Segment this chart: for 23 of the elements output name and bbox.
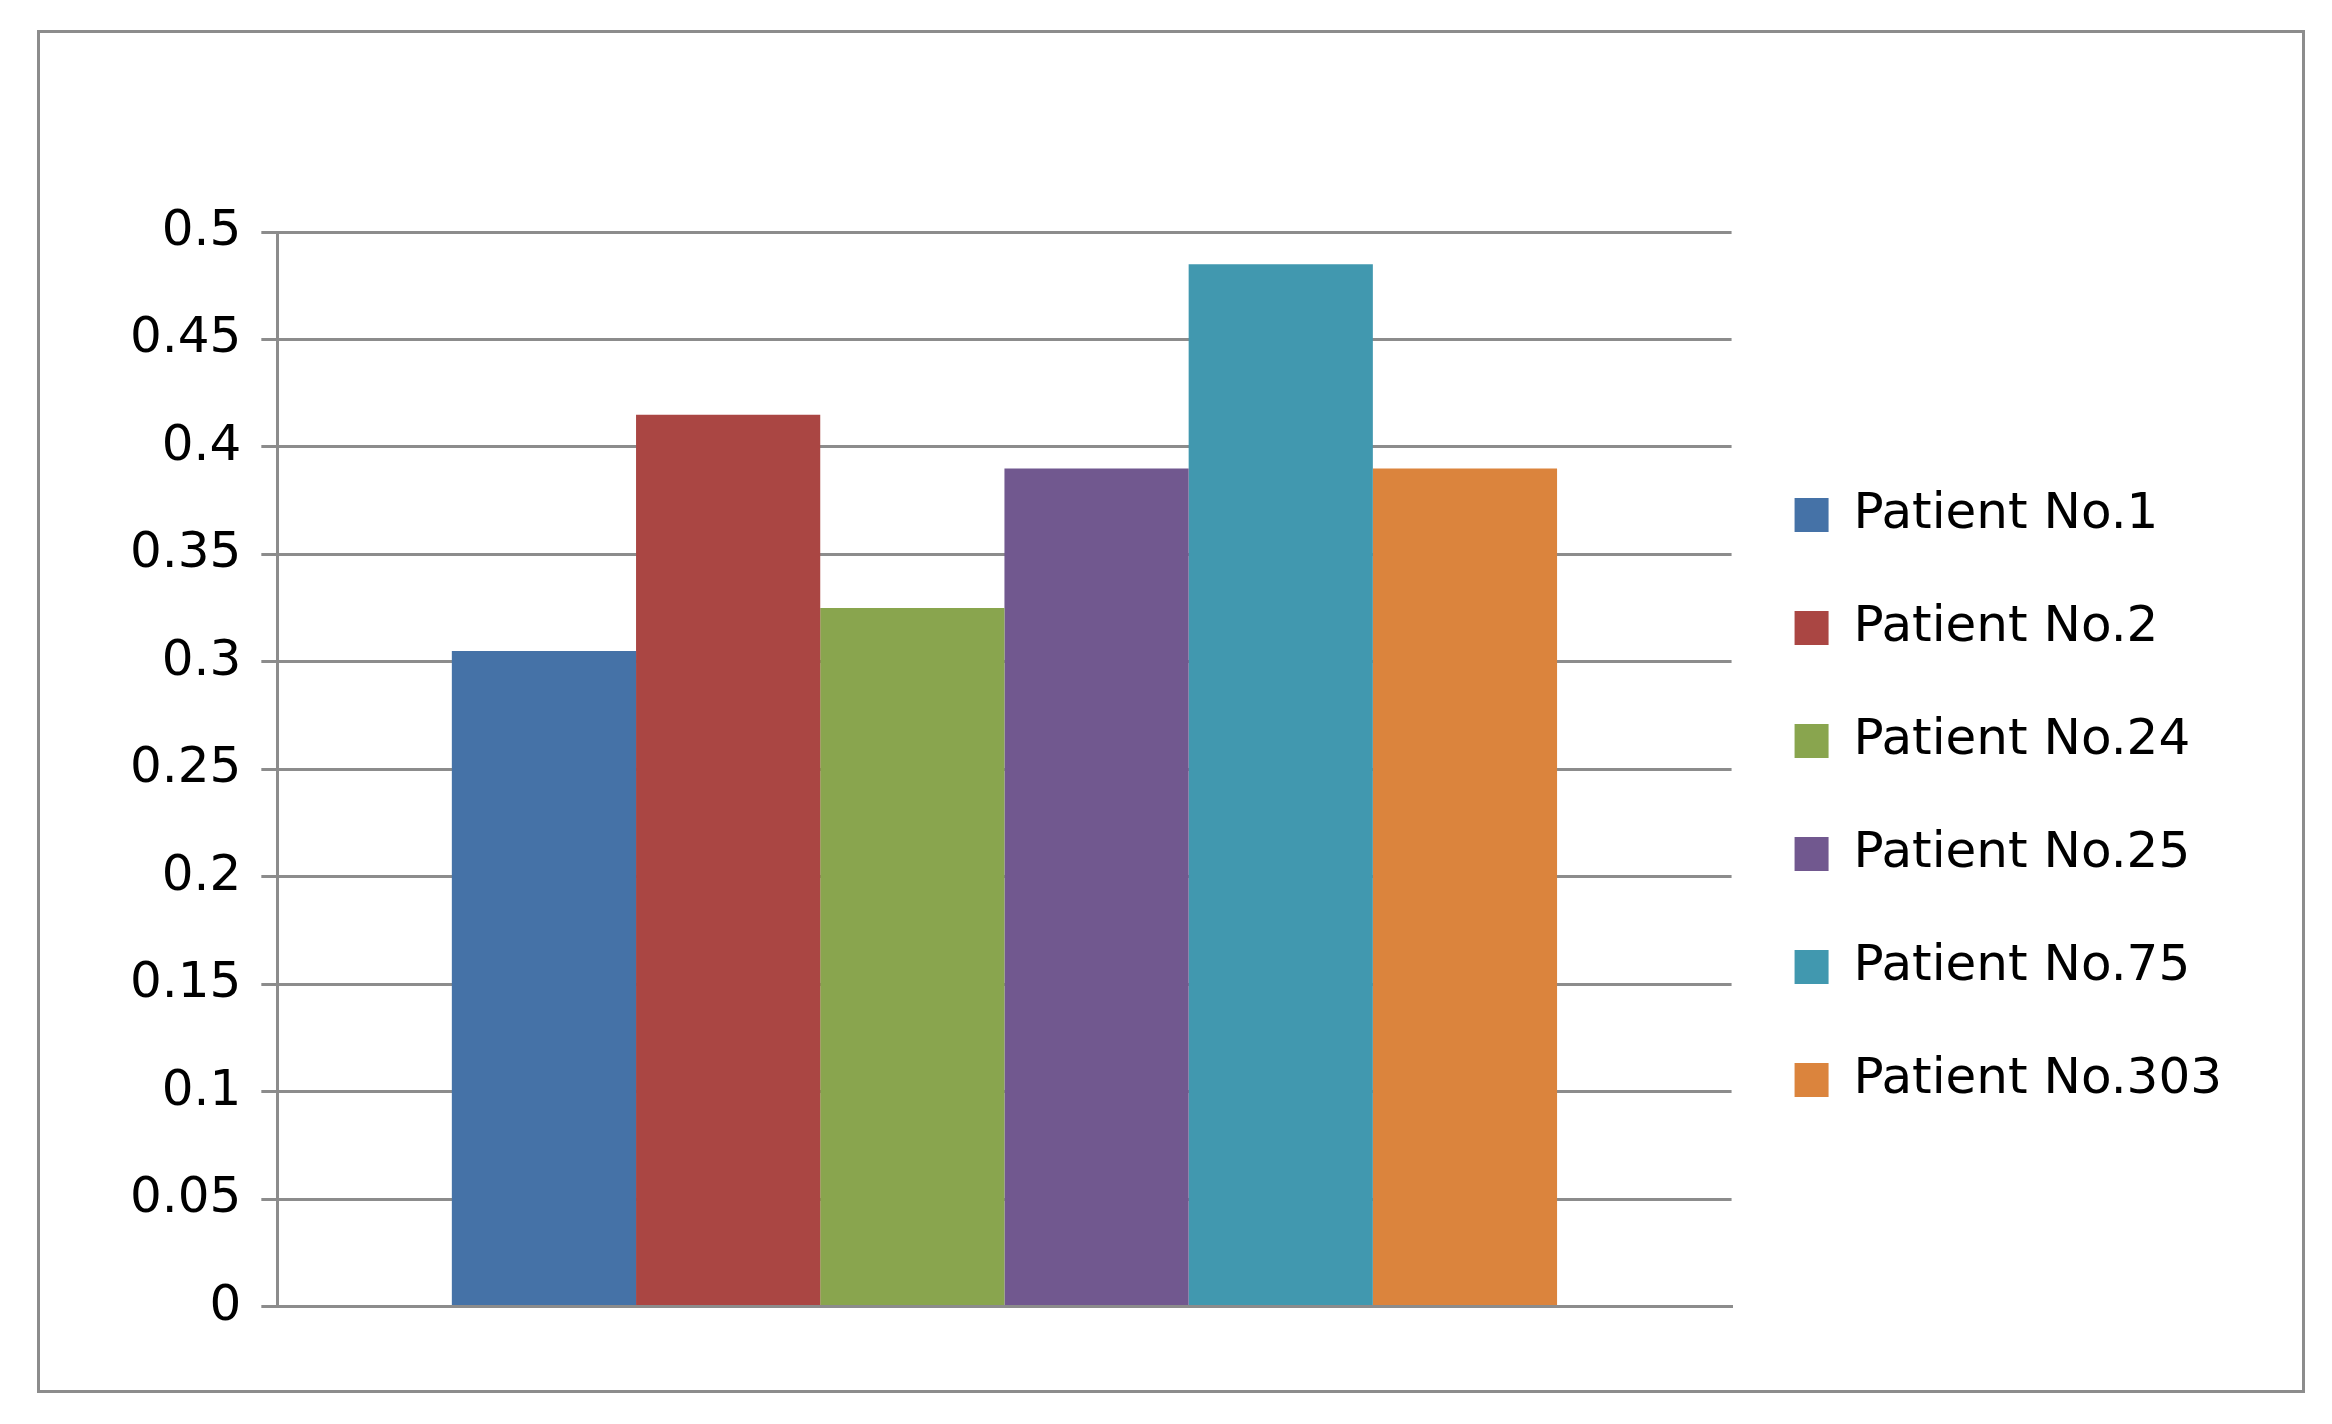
- bar: [1372, 468, 1558, 1306]
- y-tick-label: 0.2: [161, 843, 242, 902]
- legend-label: Patient No.1: [1853, 481, 2159, 540]
- bar: [451, 651, 637, 1306]
- y-tick-label: 0.15: [130, 951, 242, 1010]
- y-tick-label: 0.25: [130, 736, 242, 795]
- y-tick-label: 0.45: [130, 306, 242, 365]
- legend-label: Patient No.75: [1853, 933, 2191, 992]
- bar: [1188, 264, 1373, 1306]
- y-tick-label: 0.35: [130, 521, 242, 580]
- bar: [1004, 468, 1189, 1306]
- y-tick-label: 0.05: [130, 1166, 242, 1225]
- y-tick-label: 0.3: [161, 628, 242, 687]
- bar: [820, 608, 1005, 1306]
- y-tick-label: 0: [209, 1273, 242, 1332]
- legend-label: Patient No.303: [1853, 1046, 2222, 1105]
- y-tick-label: 0.4: [161, 413, 242, 472]
- legend-label: Patient No.2: [1853, 594, 2159, 653]
- legend-label: Patient No.24: [1853, 707, 2191, 766]
- legend-label: Patient No.25: [1853, 820, 2191, 879]
- bar: [636, 414, 821, 1306]
- y-tick-label: 0.1: [161, 1058, 242, 1117]
- y-tick-label: 0.5: [161, 198, 242, 257]
